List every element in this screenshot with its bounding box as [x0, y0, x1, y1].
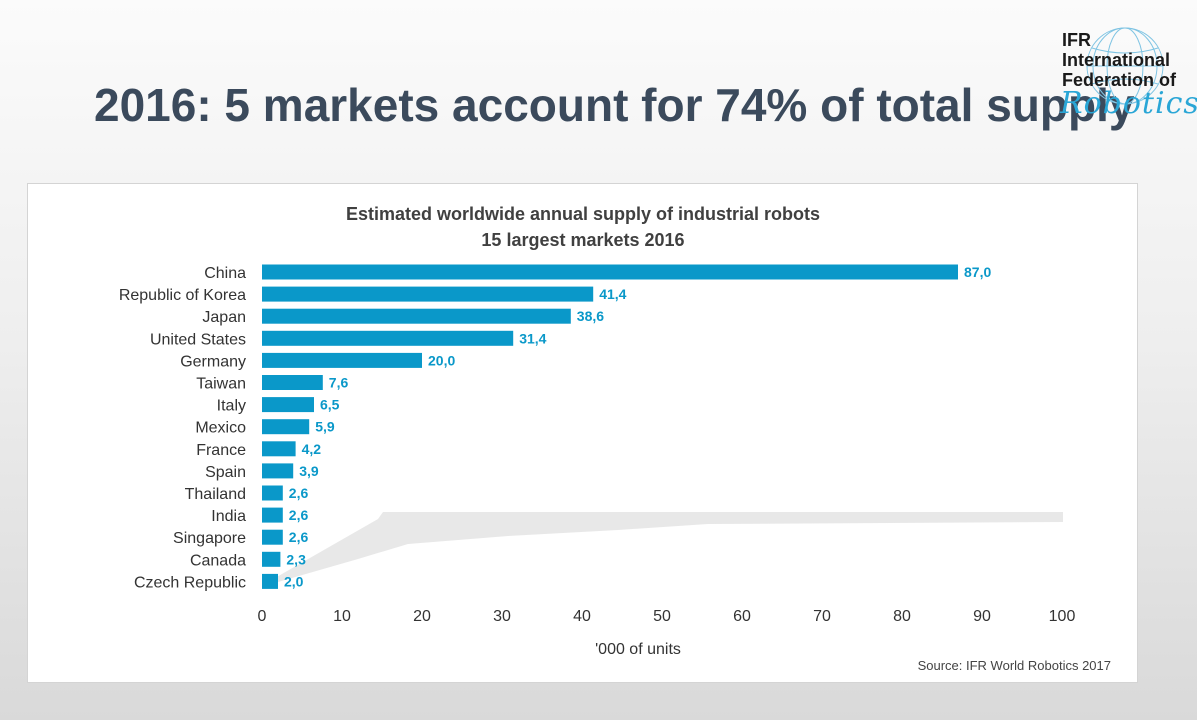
bar: [262, 352, 422, 368]
x-tick-label: 70: [813, 608, 831, 625]
value-label: 2,0: [284, 573, 304, 589]
bar: [262, 419, 310, 435]
bar: [262, 485, 283, 501]
category-label: Mexico: [195, 420, 246, 437]
value-label: 3,9: [299, 463, 319, 479]
logo-text-international: International: [1062, 50, 1171, 70]
slide-title: 2016: 5 markets account for 74% of total…: [94, 79, 1135, 131]
category-label: China: [204, 265, 246, 282]
value-label: 2,6: [289, 507, 309, 523]
chart-panel: Estimated worldwide annual supply of ind…: [27, 183, 1138, 683]
category-label: United States: [150, 331, 246, 348]
logo-text-ifr: IFR: [1062, 30, 1091, 50]
bar: [262, 441, 296, 457]
value-label: 2,6: [289, 529, 309, 545]
value-label: 41,4: [599, 286, 626, 302]
x-tick-label: 80: [893, 608, 911, 625]
bar: [262, 463, 294, 479]
x-tick-label: 10: [333, 608, 351, 625]
category-label: Republic of Korea: [119, 287, 246, 304]
x-tick-label: 30: [493, 608, 511, 625]
bar: [262, 286, 594, 302]
value-label: 2,6: [289, 485, 309, 501]
x-tick-label: 100: [1049, 608, 1076, 625]
x-tick-label: 90: [973, 608, 991, 625]
value-label: 20,0: [428, 352, 455, 368]
x-tick-label: 0: [258, 608, 267, 625]
globe-icon: [1086, 27, 1164, 105]
chart-title: Estimated worldwide annual supply of ind…: [346, 204, 820, 224]
decorative-shadow: [268, 512, 1063, 582]
bar: [262, 507, 283, 523]
logo-text-federation: Federation of: [1062, 70, 1177, 90]
value-label: 6,5: [320, 397, 340, 413]
bar: [262, 551, 281, 567]
x-tick-label: 20: [413, 608, 431, 625]
logo-text-robotics: Robotics: [1060, 86, 1197, 121]
category-label: Taiwan: [196, 376, 246, 393]
category-label: Singapore: [173, 530, 246, 547]
category-label: Thailand: [185, 486, 246, 503]
category-label: India: [211, 508, 246, 525]
chart-subtitle: 15 largest markets 2016: [481, 230, 684, 250]
x-axis-label: '000 of units: [595, 641, 681, 658]
value-label: 2,3: [286, 551, 306, 567]
category-label: France: [196, 442, 246, 459]
x-tick-label: 40: [573, 608, 591, 625]
bar: [262, 573, 278, 589]
source-note: Source: IFR World Robotics 2017: [918, 658, 1111, 673]
category-label: Japan: [202, 309, 246, 326]
value-label: 31,4: [519, 330, 546, 346]
category-label: Canada: [190, 552, 246, 569]
category-label: Germany: [180, 353, 246, 370]
value-label: 7,6: [329, 375, 349, 391]
bar: [262, 264, 958, 280]
bar: [262, 330, 514, 346]
ifr-logo: IFR International Federation of Robotics: [1040, 22, 1197, 122]
bar: [262, 308, 571, 324]
x-tick-label: 50: [653, 608, 671, 625]
bar-chart: Estimated worldwide annual supply of ind…: [119, 204, 1111, 673]
category-label: Czech Republic: [134, 574, 246, 591]
value-label: 38,6: [577, 308, 604, 324]
value-label: 5,9: [315, 419, 335, 435]
x-tick-label: 60: [733, 608, 751, 625]
bar: [262, 529, 283, 545]
bar: [262, 397, 314, 413]
bar: [262, 375, 323, 390]
category-label: Spain: [205, 464, 246, 481]
value-label: 87,0: [964, 264, 991, 280]
value-label: 4,2: [302, 441, 322, 457]
category-label: Italy: [217, 398, 246, 415]
